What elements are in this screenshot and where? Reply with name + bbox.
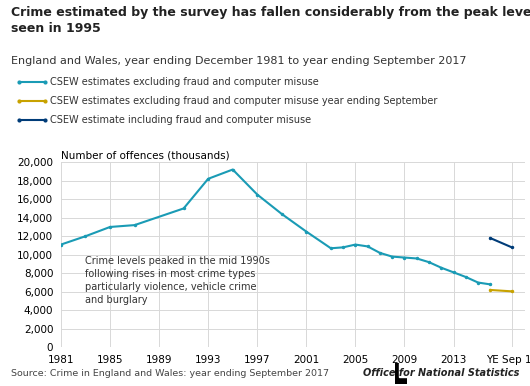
Text: England and Wales, year ending December 1981 to year ending September 2017: England and Wales, year ending December … [11, 56, 466, 66]
Text: CSEW estimates excluding fraud and computer misuse: CSEW estimates excluding fraud and compu… [50, 77, 319, 87]
Text: CSEW estimates excluding fraud and computer misuse year ending September: CSEW estimates excluding fraud and compu… [50, 96, 438, 106]
Text: Office for National Statistics: Office for National Statistics [363, 368, 519, 378]
Text: Crime estimated by the survey has fallen considerably from the peak levels
seen : Crime estimated by the survey has fallen… [11, 6, 530, 35]
Text: Crime levels peaked in the mid 1990s
following rises in most crime types
particu: Crime levels peaked in the mid 1990s fol… [85, 256, 270, 305]
Text: CSEW estimate including fraud and computer misuse: CSEW estimate including fraud and comput… [50, 115, 312, 125]
Text: Source: Crime in England and Wales: year ending September 2017: Source: Crime in England and Wales: year… [11, 369, 329, 378]
Text: Number of offences (thousands): Number of offences (thousands) [61, 150, 229, 160]
Bar [399, 363, 407, 377]
